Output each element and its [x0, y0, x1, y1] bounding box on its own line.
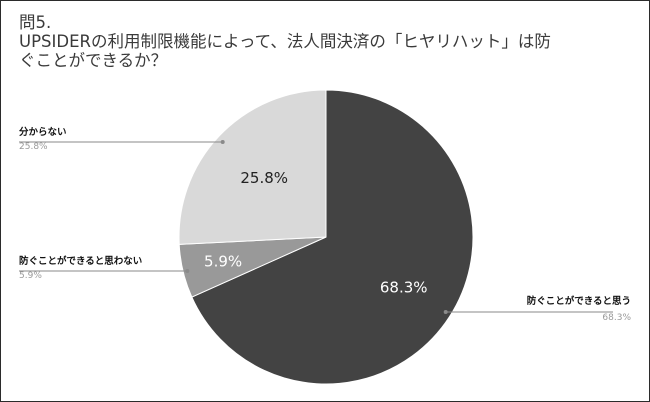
- category-label: 防ぐことができると思う: [527, 295, 631, 307]
- slice-percent-label: 5.9%: [204, 253, 242, 271]
- category-label: 分からない: [19, 126, 67, 138]
- pie-slice: [178, 89, 327, 245]
- category-label: 防ぐことができると思わない: [19, 255, 142, 267]
- title-line-1: 問5.: [19, 13, 52, 32]
- leader-dot: [185, 269, 190, 273]
- category-value: 5.9%: [19, 271, 42, 281]
- leader-dot: [443, 310, 448, 314]
- category-value: 25.8%: [19, 142, 48, 152]
- title-line-3: ぐことができるか？: [19, 51, 168, 70]
- leader-dot: [220, 140, 225, 144]
- chart-title: 問5. UPSIDERの利用制限機能によって、法人間決済の「ヒヤリハット」は防 …: [19, 13, 619, 70]
- slice-percent-label: 25.8%: [240, 169, 288, 187]
- category-value: 68.3%: [602, 313, 631, 323]
- slice-percent-label: 68.3%: [380, 278, 428, 296]
- title-line-2: UPSIDERの利用制限機能によって、法人間決済の「ヒヤリハット」は防: [19, 32, 551, 51]
- pie-slice: [191, 89, 474, 385]
